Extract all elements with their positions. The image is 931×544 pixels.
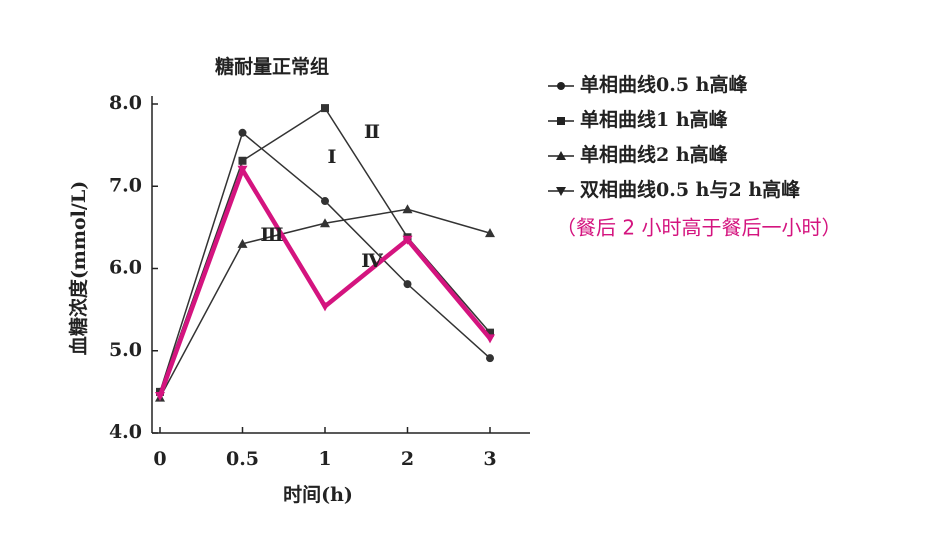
data-point — [238, 156, 247, 165]
legend-label: 单相曲线0.5 h高峰 — [580, 73, 748, 96]
data-point — [403, 280, 412, 289]
annotation: Ⅲ — [260, 224, 283, 246]
chart-title: 糖耐量正常组 — [215, 55, 329, 78]
x-tick-label: 1 — [318, 448, 331, 470]
annotation: Ⅱ — [364, 121, 380, 143]
data-point — [402, 204, 413, 214]
series-line — [159, 107, 491, 393]
data-point — [486, 328, 494, 337]
legend-marker — [557, 82, 565, 90]
y-tick-label: 7.0 — [109, 174, 142, 196]
legend-label: 单相曲线1 h高峰 — [580, 108, 729, 131]
y-tick-label: 8.0 — [109, 92, 142, 114]
data-point — [485, 334, 495, 344]
legend-label: 双相曲线0.5 h与2 h高峰 — [580, 178, 801, 201]
legend-marker — [556, 187, 566, 196]
data-point — [155, 391, 165, 401]
y-tick-label: 6.0 — [109, 257, 142, 279]
data-point — [485, 228, 495, 238]
x-tick-label: 3 — [483, 448, 496, 470]
data-point — [237, 238, 248, 248]
data-point — [320, 218, 330, 228]
y-tick-label: 5.0 — [109, 339, 142, 361]
data-point — [321, 104, 329, 113]
data-point — [321, 197, 329, 206]
x-axis-label: 时间(h) — [283, 484, 353, 506]
annotation: （餐后 2 小时高于餐后一小时） — [556, 216, 841, 240]
y-tick-label: 4.0 — [109, 421, 142, 443]
x-tick-label: 0 — [153, 448, 166, 470]
data-point — [238, 128, 247, 137]
y-axis-label: 血糖浓度(mmol/L) — [67, 181, 90, 355]
legend-marker — [556, 151, 566, 160]
data-point — [486, 354, 494, 363]
annotation: Ⅳ — [361, 250, 383, 272]
legend-label: 单相曲线2 h高峰 — [580, 143, 729, 166]
x-tick-label: 0.5 — [226, 448, 259, 470]
x-tick-label: 2 — [401, 448, 414, 470]
annotation: Ⅰ — [328, 146, 337, 168]
data-point — [320, 302, 330, 312]
data-point — [237, 165, 248, 175]
legend-marker — [557, 117, 565, 125]
data-point — [402, 235, 413, 245]
